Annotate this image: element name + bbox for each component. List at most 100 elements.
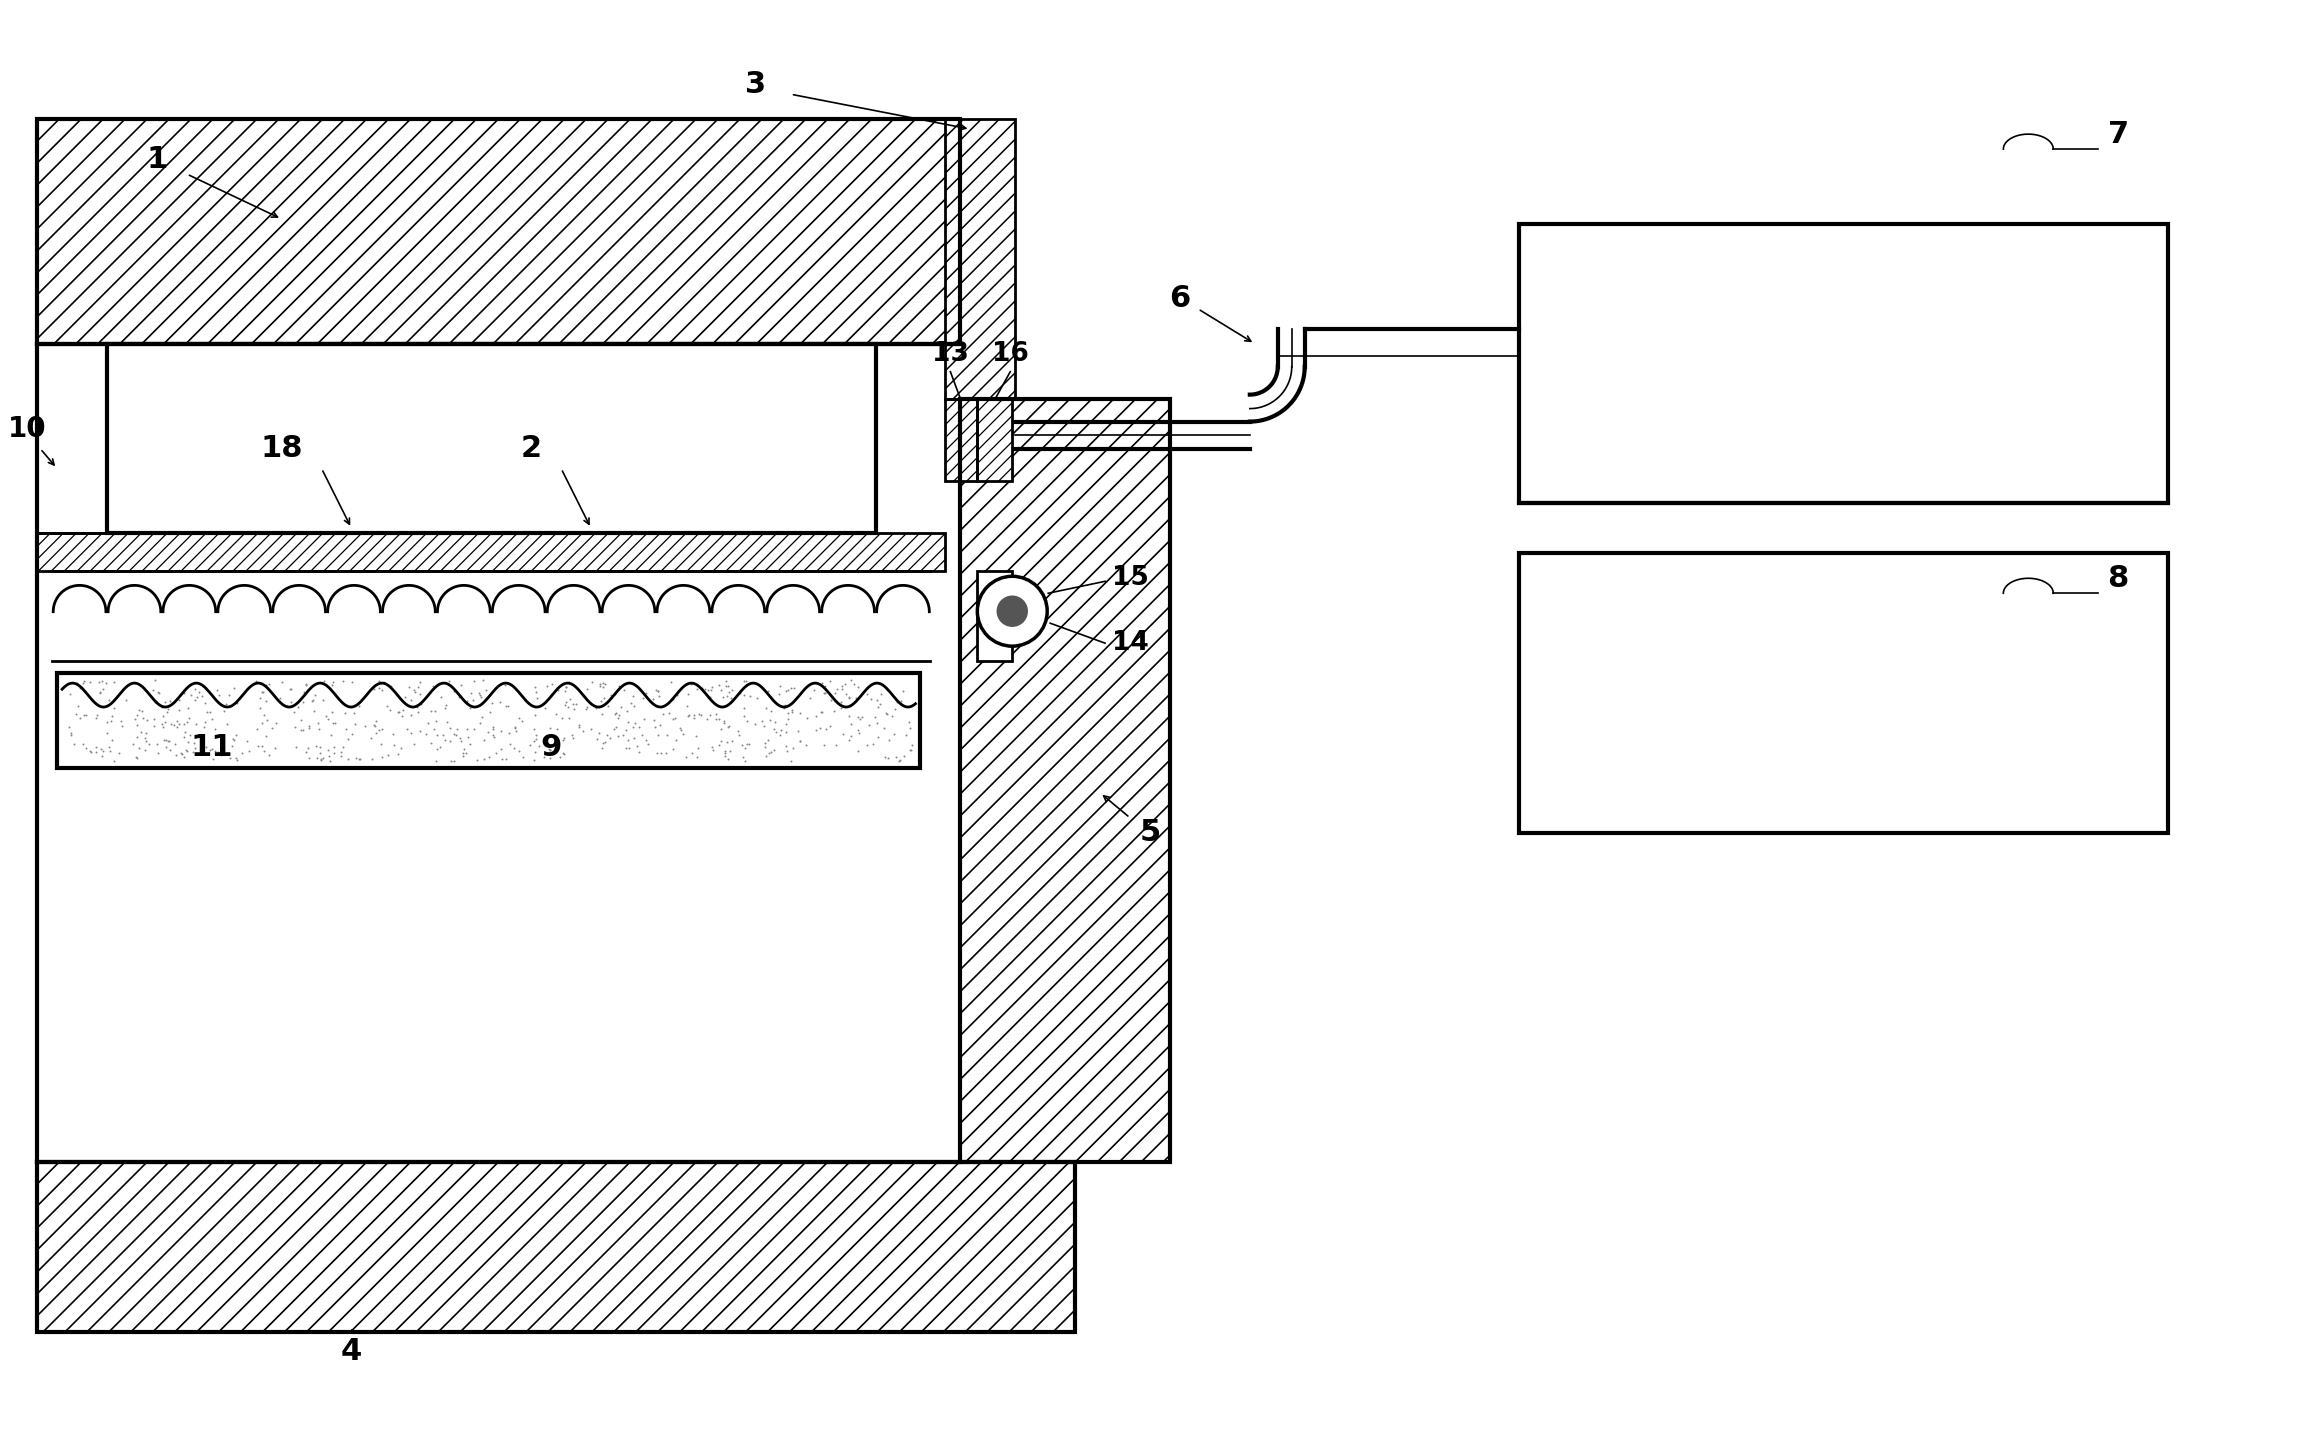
Point xyxy=(550,696,587,719)
Point xyxy=(751,741,788,764)
Point xyxy=(636,687,672,711)
Point xyxy=(177,737,214,760)
Point xyxy=(203,744,240,767)
Point xyxy=(260,686,297,709)
Point xyxy=(316,712,352,735)
Point xyxy=(578,726,615,750)
Text: 9: 9 xyxy=(541,734,562,763)
Point xyxy=(608,719,645,742)
Point xyxy=(380,700,417,724)
Point xyxy=(440,718,477,741)
Point xyxy=(564,684,601,708)
Point xyxy=(530,674,567,697)
Point xyxy=(297,683,334,706)
Point xyxy=(645,702,682,725)
Point xyxy=(797,719,834,742)
Point xyxy=(150,729,187,753)
Point xyxy=(242,686,279,709)
Point xyxy=(714,679,751,702)
Point xyxy=(435,680,472,703)
Point xyxy=(516,741,553,764)
Text: 13: 13 xyxy=(933,340,970,366)
Point xyxy=(748,744,785,767)
Point xyxy=(643,713,679,737)
Point xyxy=(537,702,573,725)
Point xyxy=(53,721,90,744)
Point xyxy=(362,718,398,741)
Point xyxy=(762,724,799,747)
Point xyxy=(327,702,364,725)
Point xyxy=(463,706,500,729)
Point xyxy=(877,689,914,712)
Point xyxy=(83,670,120,693)
Point xyxy=(774,699,811,722)
Point xyxy=(295,699,332,722)
Text: 7: 7 xyxy=(2107,119,2128,148)
Point xyxy=(615,716,652,740)
Point xyxy=(603,724,640,747)
Point xyxy=(689,679,725,702)
Point xyxy=(679,677,716,700)
Point xyxy=(81,670,117,693)
Point xyxy=(488,747,525,770)
Point xyxy=(81,680,117,703)
Point xyxy=(744,676,781,699)
Point xyxy=(334,722,371,745)
Point xyxy=(357,677,394,700)
Point xyxy=(94,696,131,719)
Bar xyxy=(976,398,1013,481)
Point xyxy=(115,732,152,756)
Point xyxy=(117,745,154,769)
Point xyxy=(696,738,732,761)
Point xyxy=(516,718,553,741)
Point xyxy=(341,695,378,718)
Point xyxy=(537,738,573,761)
Point xyxy=(117,745,154,769)
Point xyxy=(164,741,200,764)
Point xyxy=(599,725,636,748)
Point xyxy=(866,745,903,769)
Point xyxy=(652,702,689,725)
Circle shape xyxy=(997,596,1027,626)
Text: 10: 10 xyxy=(7,414,46,443)
Point xyxy=(131,732,168,756)
Point xyxy=(336,702,373,725)
Point xyxy=(587,673,624,696)
Point xyxy=(108,689,145,712)
Point xyxy=(622,741,659,764)
Point xyxy=(58,671,94,695)
Point xyxy=(693,676,730,699)
Point xyxy=(753,740,790,763)
Point xyxy=(316,741,352,764)
Point xyxy=(707,744,744,767)
Point xyxy=(553,724,590,747)
Point xyxy=(601,703,638,726)
Point xyxy=(263,670,299,693)
Point xyxy=(316,670,352,693)
Point xyxy=(94,729,131,753)
Point xyxy=(670,703,707,726)
Point xyxy=(394,689,431,712)
Point xyxy=(191,700,228,724)
Text: 3: 3 xyxy=(746,70,767,99)
Point xyxy=(491,732,527,756)
Point xyxy=(518,728,555,751)
Point xyxy=(410,712,447,735)
Point xyxy=(78,735,115,758)
Point xyxy=(286,690,322,713)
Point xyxy=(728,670,765,693)
Point xyxy=(700,734,737,757)
Point xyxy=(355,713,392,737)
Point xyxy=(567,697,603,721)
Point xyxy=(147,711,184,734)
Point xyxy=(548,690,585,713)
Point xyxy=(772,750,808,773)
Point xyxy=(325,670,362,693)
Point xyxy=(725,696,762,719)
Text: 6: 6 xyxy=(1170,285,1191,314)
Point xyxy=(313,724,350,747)
Point xyxy=(272,690,309,713)
Point xyxy=(500,706,537,729)
Point xyxy=(143,712,180,735)
Point xyxy=(675,706,712,729)
